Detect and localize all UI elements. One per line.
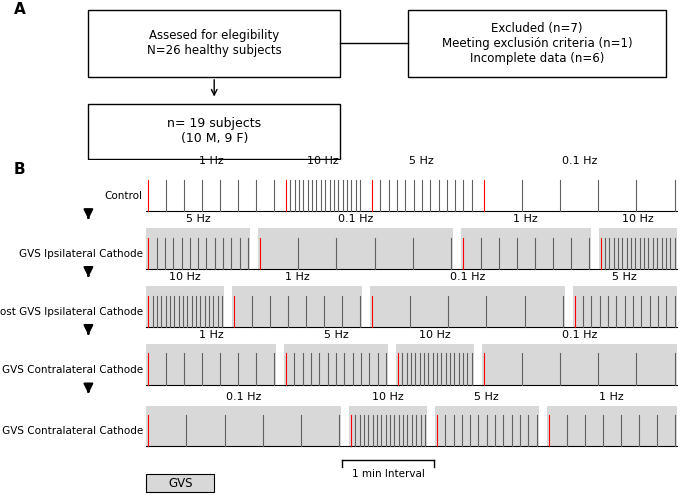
Bar	[146, 228, 250, 270]
Text: A: A	[14, 2, 25, 17]
Text: 10 Hz: 10 Hz	[419, 330, 451, 340]
Text: 1 Hz: 1 Hz	[199, 330, 224, 340]
Text: Assesed for elegibility
N=26 healthy subjects: Assesed for elegibility N=26 healthy sub…	[147, 29, 282, 57]
Bar	[146, 287, 224, 327]
Bar	[461, 228, 591, 270]
Text: 1 Hz: 1 Hz	[513, 214, 538, 224]
Text: Post GVS Contralateral Cathode: Post GVS Contralateral Cathode	[0, 426, 143, 436]
Text: n= 19 subjects
(10 M, 9 F): n= 19 subjects (10 M, 9 F)	[167, 117, 261, 145]
Bar	[284, 344, 388, 385]
Bar	[88, 10, 340, 77]
Text: 0.1 Hz: 0.1 Hz	[562, 330, 597, 340]
Text: 0.1 Hz: 0.1 Hz	[226, 391, 261, 401]
Bar	[547, 406, 677, 446]
Text: 5 Hz: 5 Hz	[409, 156, 435, 166]
Bar	[349, 406, 427, 446]
Text: 0.1 Hz: 0.1 Hz	[338, 214, 373, 224]
Text: GVS: GVS	[168, 476, 192, 489]
Text: GVS Ipsilateral Cathode: GVS Ipsilateral Cathode	[19, 249, 143, 259]
Bar	[88, 104, 340, 159]
Text: 1 Hz: 1 Hz	[199, 156, 224, 166]
Text: B: B	[14, 162, 25, 177]
Text: 5 Hz: 5 Hz	[612, 272, 637, 282]
Bar	[396, 344, 474, 385]
Text: GVS Contralateral Cathode: GVS Contralateral Cathode	[1, 365, 143, 375]
Bar	[146, 406, 341, 446]
Text: 5 Hz: 5 Hz	[324, 330, 348, 340]
Text: 10 Hz: 10 Hz	[622, 214, 653, 224]
Bar	[408, 10, 666, 77]
Bar	[598, 228, 677, 270]
Text: Post GVS Ipsilateral Cathode: Post GVS Ipsilateral Cathode	[0, 307, 143, 317]
Bar	[232, 287, 362, 327]
Text: 5 Hz: 5 Hz	[475, 391, 499, 401]
Text: 10 Hz: 10 Hz	[169, 272, 201, 282]
Bar	[258, 228, 453, 270]
Text: Excluded (n=7)
Meeting exclusión criteria (n=1)
Incomplete data (n=6): Excluded (n=7) Meeting exclusión criteri…	[442, 22, 632, 65]
Bar	[146, 344, 276, 385]
Text: 1 Hz: 1 Hz	[599, 391, 624, 401]
Text: 1 Hz: 1 Hz	[285, 272, 309, 282]
Text: Control: Control	[105, 191, 143, 201]
Text: 10 Hz: 10 Hz	[307, 156, 339, 166]
Text: 5 Hz: 5 Hz	[186, 214, 211, 224]
Bar	[370, 287, 564, 327]
Bar	[146, 474, 214, 492]
Text: 0.1 Hz: 0.1 Hz	[562, 156, 597, 166]
Text: 10 Hz: 10 Hz	[372, 391, 404, 401]
Text: 1 min Interval: 1 min Interval	[352, 468, 424, 478]
Bar	[573, 287, 677, 327]
Bar	[481, 344, 677, 385]
Bar	[435, 406, 539, 446]
Text: 0.1 Hz: 0.1 Hz	[449, 272, 485, 282]
